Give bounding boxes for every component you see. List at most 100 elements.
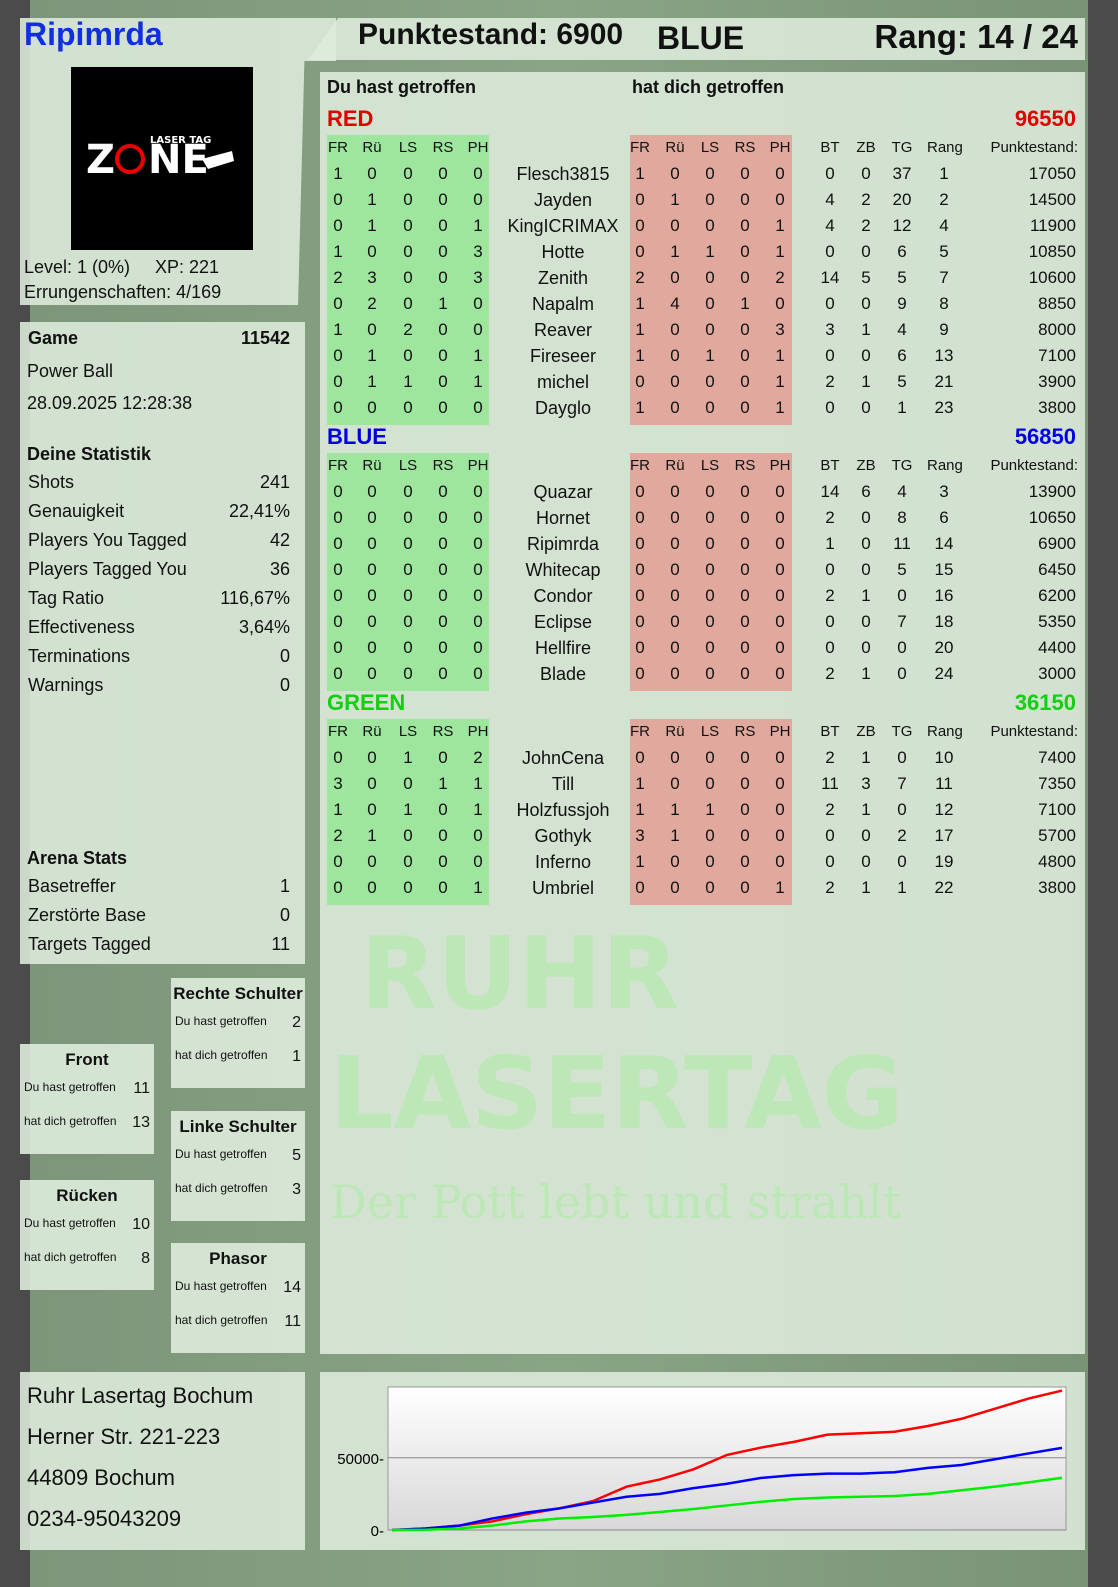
stat-cell: 19 [934, 852, 954, 871]
stat-cell: 0 [473, 664, 483, 683]
header-bar [308, 18, 1085, 60]
stat-cell: 0 [333, 508, 343, 527]
player-xp: XP: 221 [155, 257, 220, 277]
zone-hit-row: Du hast getroffen 11 [20, 1080, 154, 1098]
stat-cell: 1 [333, 164, 343, 183]
stat-cell: 0 [367, 638, 377, 657]
stat-cell: 1 [861, 372, 871, 391]
stat-cell: 0 [897, 586, 907, 605]
stat-cell: 0 [635, 482, 645, 501]
stat-cell: 1 [333, 242, 343, 261]
stat-cell: 0 [473, 612, 483, 631]
player-score: 5700 [1038, 826, 1076, 845]
stat-cell: 0 [825, 242, 835, 261]
stat-cell: 0 [403, 826, 413, 845]
stat-cell: 0 [670, 560, 680, 579]
stat-cell: 0 [473, 560, 483, 579]
game-mode: Power Ball [27, 361, 114, 381]
stat-cell: 0 [740, 852, 750, 871]
stat-cell: 0 [333, 852, 343, 871]
got-block [630, 453, 792, 691]
stat-cell: 0 [438, 586, 448, 605]
stat-cell: 1 [635, 320, 645, 339]
stat-cell: 3 [473, 268, 483, 287]
arena-value: 1 [279, 876, 290, 896]
arena-value: 11 [271, 934, 290, 954]
svg-text:LASER TAG: LASER TAG [150, 135, 211, 146]
stat-cell: 0 [705, 560, 715, 579]
stat-cell: 0 [670, 346, 680, 365]
stat-cell: 24 [934, 664, 954, 683]
stat-cell: 0 [670, 164, 680, 183]
stat-cell: 1 [775, 398, 785, 417]
stat-cell: 0 [367, 612, 377, 631]
stat-cell: 0 [705, 398, 715, 417]
stat-cell: 0 [403, 242, 413, 261]
zone-hit-value: 14 [283, 1279, 301, 1296]
stat-cell: 1 [897, 398, 907, 417]
stat-cell: 0 [740, 482, 750, 501]
stat-cell: 3 [367, 268, 377, 287]
stat-cell: 0 [705, 268, 715, 287]
stat-cell: 0 [825, 398, 835, 417]
stat-cell: 0 [635, 242, 645, 261]
stat-cell: 14 [820, 268, 840, 287]
player-score: 3800 [1038, 878, 1076, 897]
stat-cell: 0 [775, 664, 785, 683]
header-rank: Rang: 14 / 24 [874, 18, 1078, 55]
column-header: Rü [665, 457, 685, 474]
stat-cell: 0 [473, 320, 483, 339]
stat-cell: 0 [473, 398, 483, 417]
stat-row: Effectiveness 3,64% [28, 617, 290, 638]
stat-cell: 2 [775, 268, 785, 287]
stat-cell: 0 [775, 560, 785, 579]
stat-cell: 12 [892, 216, 912, 235]
stat-cell: 0 [705, 320, 715, 339]
stat-cell: 1 [635, 294, 645, 313]
stat-cell: 1 [740, 294, 750, 313]
stat-cell: 0 [403, 638, 413, 657]
stat-cell: 0 [825, 164, 835, 183]
stat-cell: 0 [635, 534, 645, 553]
stat-cell: 0 [670, 638, 680, 657]
stat-cell: 1 [897, 878, 907, 897]
player-name: Ripimrda [526, 534, 600, 554]
stats-title: Deine Statistik [27, 444, 152, 464]
stat-value: 116,67% [220, 588, 290, 608]
stat-cell: 0 [635, 748, 645, 767]
stat-cell: 0 [438, 242, 448, 261]
column-header: PH [769, 457, 791, 474]
zone-box: Linke Schulter Du hast getroffen 5 hat dich… [171, 1111, 305, 1221]
stat-cell: 14 [820, 482, 840, 501]
stat-cell: 1 [367, 826, 377, 845]
stat-cell: 0 [775, 482, 785, 501]
zone-box: Phasor Du hast getroffen 14 hat dich getrof… [171, 1243, 305, 1353]
got-block [630, 135, 792, 425]
stat-cell: 1 [861, 320, 871, 339]
stat-cell: 0 [438, 372, 448, 391]
player-name: Dayglo [534, 398, 592, 418]
stat-cell: 0 [403, 664, 413, 683]
zone-got-row: hat dich getroffen 13 [20, 1114, 154, 1132]
stat-cell: 0 [775, 534, 785, 553]
stat-cell: 2 [861, 190, 871, 209]
stat-value: 0 [279, 675, 290, 695]
stat-label: Players Tagged You [28, 559, 187, 579]
stat-cell: 3 [861, 774, 871, 793]
arena-row: Targets Tagged 11 [28, 934, 290, 955]
zone-hit-row: Du hast getroffen 14 [171, 1279, 305, 1297]
column-header: FR [328, 723, 348, 740]
zone-got-label: hat dich getroffen [24, 1250, 117, 1264]
stat-cell: 8 [939, 294, 949, 313]
column-header: Rü [362, 723, 382, 740]
column-header: PH [769, 723, 791, 740]
zone-hit-row: Du hast getroffen 2 [171, 1014, 305, 1032]
stat-cell: 6 [939, 508, 949, 527]
stat-cell: 0 [775, 826, 785, 845]
hit-block [327, 719, 489, 905]
zone-got-value: 13 [132, 1114, 150, 1131]
stat-cell: 0 [825, 560, 835, 579]
stat-cell: 0 [403, 852, 413, 871]
stat-cell: 0 [403, 294, 413, 313]
stat-value: 3,64% [238, 617, 290, 637]
